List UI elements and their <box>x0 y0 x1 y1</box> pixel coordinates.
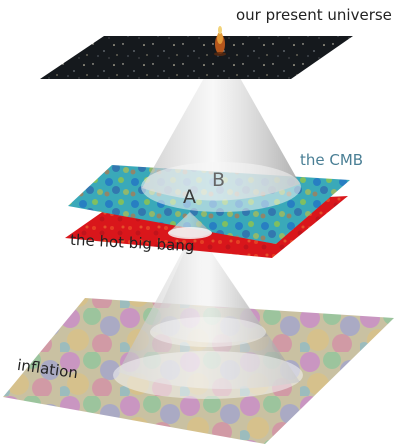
lower-light-cone <box>113 228 303 399</box>
galaxy-icon <box>214 26 226 56</box>
present-universe-plane <box>40 36 353 79</box>
cone-a <box>168 212 212 239</box>
upper-light-cone <box>141 46 301 212</box>
point-b-label: B <box>212 169 226 191</box>
point-a-label: A <box>183 186 196 208</box>
present-universe-label: our present universe <box>236 6 392 24</box>
cmb-label: the CMB <box>300 151 364 169</box>
